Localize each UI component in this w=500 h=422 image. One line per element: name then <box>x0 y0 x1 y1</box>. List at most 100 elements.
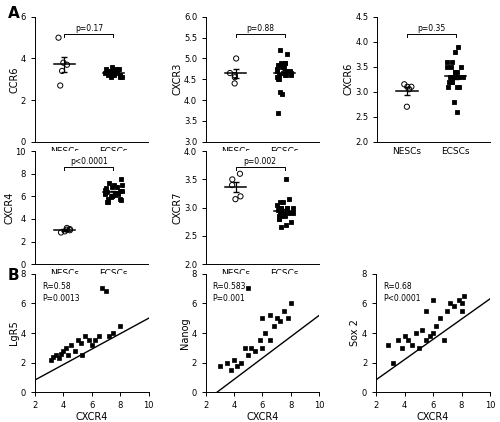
Point <box>112 65 120 72</box>
Y-axis label: CCR6: CCR6 <box>9 66 19 92</box>
X-axis label: CXCR4: CXCR4 <box>246 412 278 422</box>
Point <box>106 74 114 81</box>
Point <box>276 199 284 206</box>
Point <box>422 307 430 314</box>
Point <box>102 288 110 295</box>
Point <box>228 182 236 189</box>
Point <box>446 63 454 70</box>
Point <box>276 210 284 216</box>
Point <box>101 70 109 76</box>
Point <box>450 68 458 75</box>
Point <box>90 337 98 344</box>
Point <box>404 337 411 344</box>
Point <box>408 84 416 90</box>
Point <box>114 191 122 197</box>
Point <box>440 337 448 344</box>
Point <box>446 300 454 307</box>
Point <box>81 333 89 339</box>
Point <box>273 68 281 74</box>
Point <box>398 344 406 351</box>
Text: B: B <box>8 268 19 283</box>
Y-axis label: CXCR3: CXCR3 <box>172 63 182 95</box>
Point <box>426 333 434 339</box>
Point <box>448 58 456 65</box>
Point <box>287 300 295 307</box>
Point <box>114 189 122 196</box>
Point <box>104 195 112 202</box>
Point <box>102 185 110 192</box>
Point <box>233 362 241 369</box>
Point <box>256 337 264 344</box>
Point <box>455 84 463 90</box>
Text: p=0.88: p=0.88 <box>246 24 274 33</box>
Y-axis label: Nanog: Nanog <box>180 317 190 349</box>
Point <box>451 49 459 55</box>
Point <box>61 228 69 235</box>
X-axis label: CXCR4: CXCR4 <box>417 412 450 422</box>
Point <box>276 88 283 95</box>
Point <box>284 196 292 203</box>
Point <box>280 59 288 66</box>
Point <box>74 337 82 344</box>
Point <box>62 226 70 233</box>
Y-axis label: Sox 2: Sox 2 <box>350 319 360 346</box>
Y-axis label: CXCR6: CXCR6 <box>344 63 353 95</box>
Point <box>226 70 234 76</box>
Point <box>404 84 411 90</box>
Text: A: A <box>8 6 19 22</box>
Point <box>66 341 74 348</box>
Point <box>400 333 408 339</box>
Point <box>104 199 112 206</box>
Point <box>236 193 244 200</box>
Point <box>63 225 71 231</box>
Point <box>231 74 239 81</box>
Point <box>444 307 452 314</box>
Point <box>429 297 437 304</box>
Point <box>278 90 286 97</box>
Point <box>262 330 270 336</box>
Point <box>100 191 108 197</box>
Point <box>258 315 266 322</box>
Point <box>458 73 466 80</box>
Point <box>54 34 62 41</box>
Point <box>57 229 65 236</box>
Point <box>111 192 119 199</box>
Point <box>400 81 408 88</box>
Point <box>108 72 116 78</box>
Point <box>394 337 402 344</box>
Point <box>236 170 244 177</box>
Point <box>282 221 290 228</box>
Point <box>223 360 231 366</box>
Text: p=0.002: p=0.002 <box>244 157 276 166</box>
Point <box>275 76 283 83</box>
Point <box>448 78 456 85</box>
Point <box>116 72 124 78</box>
Point <box>118 176 126 183</box>
Point <box>95 333 103 339</box>
Point <box>277 213 285 219</box>
Point <box>230 357 238 363</box>
Point <box>281 72 289 78</box>
Point <box>111 189 119 196</box>
Point <box>108 184 116 191</box>
Point <box>447 73 455 80</box>
Point <box>110 72 118 78</box>
Point <box>280 307 288 314</box>
Point <box>280 63 288 70</box>
Point <box>390 360 398 366</box>
Point <box>277 59 285 66</box>
Point <box>64 352 72 359</box>
Point <box>446 73 454 80</box>
Point <box>52 352 60 359</box>
Point <box>232 55 240 62</box>
Point <box>71 347 79 354</box>
Point <box>237 360 245 366</box>
Point <box>284 315 292 322</box>
Point <box>228 176 236 183</box>
Point <box>288 210 296 216</box>
Point <box>276 47 284 54</box>
Point <box>56 82 64 89</box>
Point <box>458 300 466 307</box>
Point <box>232 196 239 203</box>
Point <box>118 182 126 189</box>
